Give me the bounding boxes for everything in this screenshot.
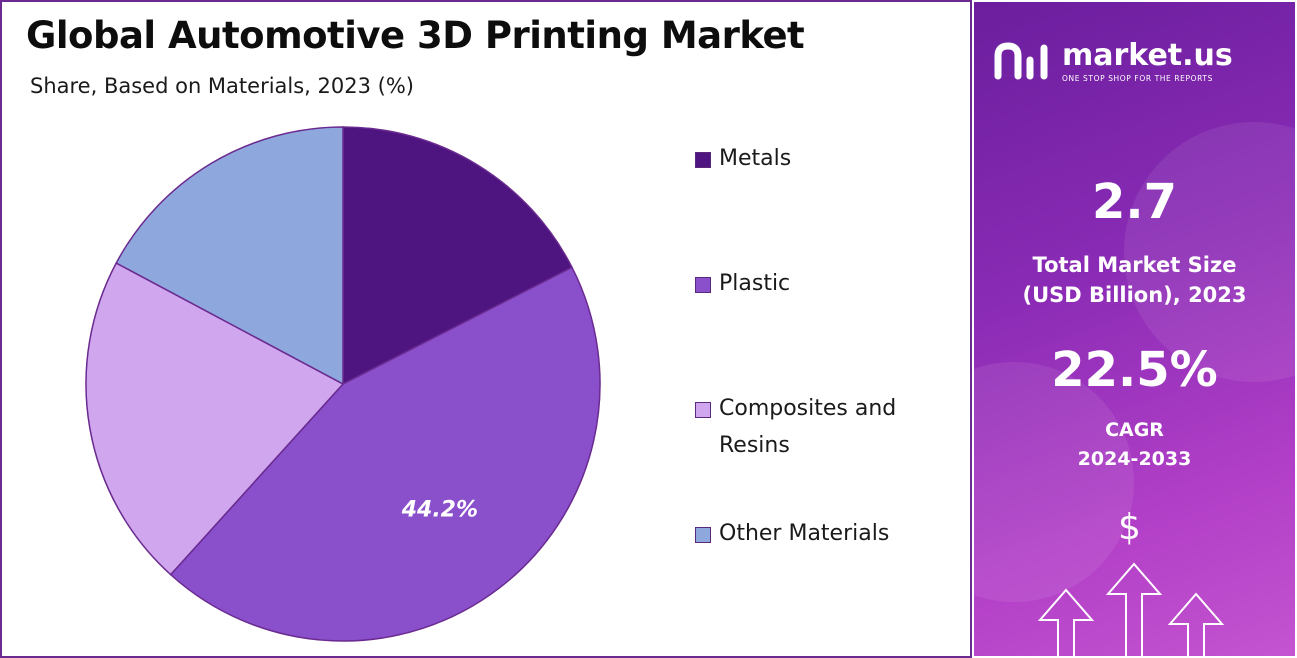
legend-label-other-materials: Other Materials (719, 521, 890, 546)
legend-label-composites-and-resins: Composites and Resins (719, 396, 897, 458)
market-size-label-line2: (USD Billion), 2023 (1022, 283, 1247, 307)
brand-text: market.us ONE STOP SHOP FOR THE REPORTS (1062, 38, 1233, 84)
legend-item-plastic: Plastic (695, 270, 949, 302)
chart-subtitle: Share, Based on Materials, 2023 (%) (30, 74, 414, 98)
pie-slice-metals (342, 126, 573, 386)
legend-item-metals: Metals (695, 145, 949, 177)
legend-swatch-composites-and-resins (695, 402, 711, 418)
pie-chart: 44.2% (85, 126, 601, 642)
brand-tagline: ONE STOP SHOP FOR THE REPORTS (1062, 74, 1213, 83)
legend-swatch-other-materials (695, 527, 711, 543)
data-label-plastic: 44.2% (401, 498, 478, 523)
brand-name: market.us (1062, 38, 1233, 73)
cagr-label-line2: 2024-2033 (1077, 448, 1192, 470)
cagr-label-line1: CAGR (1105, 419, 1164, 441)
cagr-value: 22.5% (1051, 342, 1218, 398)
growth-arrows-icon (1037, 562, 1225, 656)
market-size-label: Total Market Size (USD Billion), 2023 (974, 250, 1295, 310)
market-size-value: 2.7 (1091, 174, 1178, 230)
pie-slice-plastic (169, 266, 601, 642)
pie-slice-composites-and-resins (85, 262, 345, 576)
chart-panel: Global Automotive 3D Printing Market Sha… (0, 0, 972, 658)
cagr-label: CAGR 2024-2033 (974, 416, 1295, 474)
legend-swatch-plastic (695, 277, 711, 293)
chart-title: Global Automotive 3D Printing Market (26, 14, 805, 57)
stats-panel: market.us ONE STOP SHOP FOR THE REPORTS … (974, 2, 1295, 656)
legend-swatch-metals (695, 152, 711, 168)
pie-slice-other-materials (115, 126, 344, 386)
legend-label-metals: Metals (719, 146, 792, 171)
market-us-logo-icon (994, 42, 1048, 80)
legend-item-composites-and-resins: Composites and Resins (695, 395, 949, 464)
legend-label-plastic: Plastic (719, 271, 791, 296)
dollar-icon: $ (1118, 507, 1141, 548)
brand: market.us ONE STOP SHOP FOR THE REPORTS (994, 40, 1233, 84)
market-size-label-line1: Total Market Size (1032, 253, 1237, 277)
legend-item-other-materials: Other Materials (695, 520, 949, 552)
